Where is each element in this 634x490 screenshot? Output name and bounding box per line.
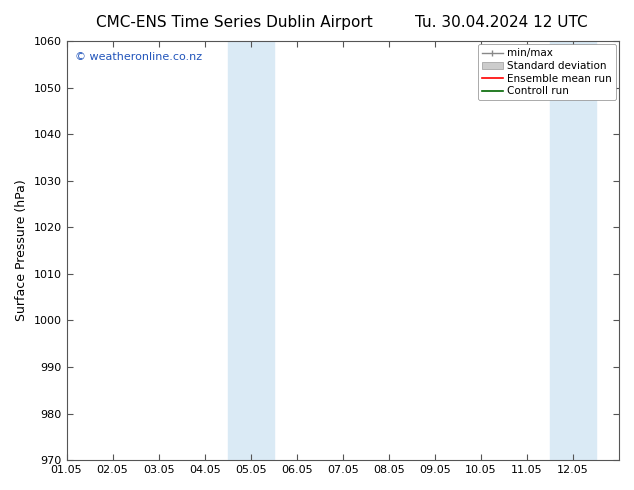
Bar [550,41,596,460]
Text: CMC-ENS Time Series Dublin Airport: CMC-ENS Time Series Dublin Airport [96,15,373,30]
Text: © weatheronline.co.nz: © weatheronline.co.nz [75,51,202,62]
Bar [228,41,274,460]
Legend: min/max, Standard deviation, Ensemble mean run, Controll run: min/max, Standard deviation, Ensemble me… [478,44,616,100]
Text: Tu. 30.04.2024 12 UTC: Tu. 30.04.2024 12 UTC [415,15,587,30]
Y-axis label: Surface Pressure (hPa): Surface Pressure (hPa) [15,180,28,321]
